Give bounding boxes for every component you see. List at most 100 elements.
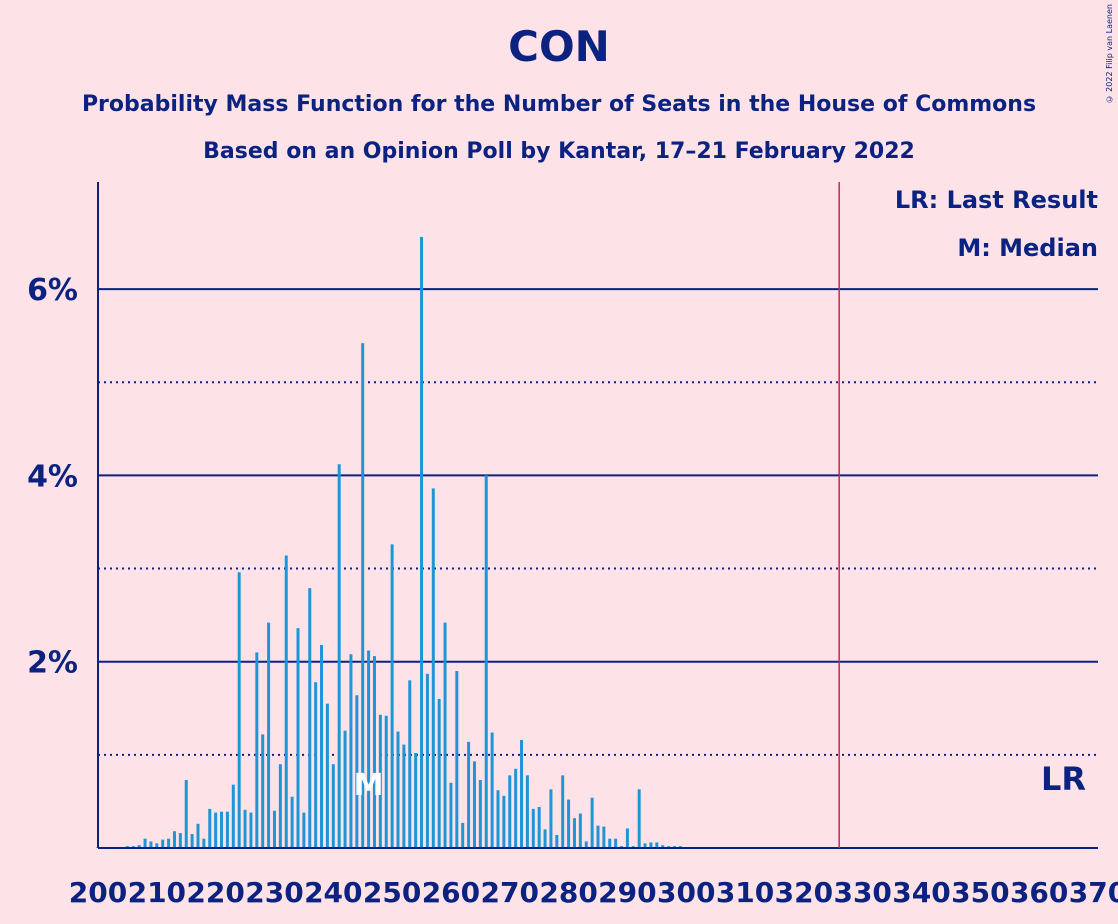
- bar: [590, 797, 594, 848]
- bar: [372, 656, 376, 848]
- x-tick-label: 240: [304, 876, 362, 909]
- bar: [431, 488, 435, 848]
- median-label: M: [354, 768, 384, 803]
- bar: [137, 845, 141, 848]
- bar: [196, 823, 200, 848]
- bar: [561, 775, 565, 848]
- bar: [543, 829, 547, 848]
- x-tick-label: 230: [245, 876, 303, 909]
- x-tick-label: 360: [1010, 876, 1068, 909]
- x-tick-label: 210: [128, 876, 186, 909]
- bar: [602, 826, 606, 848]
- bar: [414, 752, 418, 848]
- bar: [261, 734, 265, 848]
- bar: [625, 828, 629, 848]
- bar: [661, 845, 665, 848]
- bar: [367, 650, 371, 848]
- bar: [278, 764, 282, 848]
- bar: [472, 761, 476, 848]
- bar: [349, 654, 353, 848]
- bar: [637, 789, 641, 848]
- legend-last-result: LR: Last Result: [894, 186, 1098, 214]
- bar: [243, 809, 247, 848]
- last-result-label: LR: [1041, 760, 1086, 798]
- bar: [478, 780, 482, 848]
- bar: [184, 780, 188, 848]
- bar: [172, 831, 176, 848]
- bar: [384, 715, 388, 848]
- bar: [420, 236, 424, 848]
- bar: [484, 475, 488, 848]
- x-tick-label: 340: [892, 876, 950, 909]
- bar: [320, 644, 324, 848]
- bar: [290, 796, 294, 848]
- chart-subtitle-source: Based on an Opinion Poll by Kantar, 17–2…: [203, 139, 915, 164]
- bar: [167, 838, 171, 848]
- bar: [555, 834, 559, 848]
- bar: [225, 811, 229, 848]
- bar: [572, 818, 576, 848]
- bars: [96, 236, 747, 848]
- x-tick-label: 330: [833, 876, 891, 909]
- bar: [467, 741, 471, 848]
- bar: [178, 833, 182, 848]
- bar: [608, 838, 612, 848]
- bar: [220, 811, 224, 848]
- bar: [514, 768, 518, 848]
- bar: [643, 843, 647, 848]
- axes: 2%4%6%200 210 220 230 240 250 260 270 280 290 300 3…: [27, 182, 1118, 909]
- bar: [161, 839, 165, 848]
- bar: [596, 825, 600, 848]
- bar: [331, 764, 335, 848]
- y-tick-label: 2%: [27, 646, 78, 681]
- x-tick-label: 280: [539, 876, 597, 909]
- bar: [378, 714, 382, 848]
- bar: [149, 841, 153, 848]
- bar: [449, 782, 453, 848]
- x-tick-label: 290: [598, 876, 656, 909]
- bar: [296, 628, 300, 848]
- bar: [284, 555, 288, 848]
- bar: [425, 673, 429, 848]
- bar: [443, 622, 447, 848]
- y-tick-label: 4%: [27, 459, 78, 494]
- bar: [143, 838, 147, 848]
- bar: [202, 838, 206, 848]
- chart-title: CON: [508, 22, 610, 71]
- bar: [496, 790, 500, 848]
- bar: [308, 588, 312, 848]
- bar: [490, 732, 494, 848]
- bar: [578, 813, 582, 848]
- x-tick-label: 370: [1069, 876, 1118, 909]
- bar: [531, 808, 535, 848]
- x-tick-label: 260: [422, 876, 480, 909]
- x-tick-label: 350: [951, 876, 1009, 909]
- bar: [402, 744, 406, 848]
- bar: [567, 799, 571, 848]
- bar: [361, 343, 365, 848]
- bar: [525, 775, 529, 848]
- x-tick-label: 310: [716, 876, 774, 909]
- bar: [396, 731, 400, 848]
- bar: [537, 807, 541, 848]
- bar: [584, 841, 588, 848]
- bar: [408, 680, 412, 848]
- x-tick-label: 220: [186, 876, 244, 909]
- chart-subtitle: Probability Mass Function for the Number…: [81, 92, 1037, 117]
- bar: [155, 843, 159, 848]
- x-tick-label: 200: [69, 876, 127, 909]
- bar: [649, 842, 653, 848]
- legend-median: M: Median: [957, 234, 1098, 262]
- bar: [337, 464, 341, 848]
- bar: [214, 812, 218, 848]
- bar: [325, 703, 329, 848]
- bar: [520, 739, 524, 848]
- bar: [437, 698, 441, 848]
- bar: [502, 795, 506, 848]
- bar: [314, 682, 318, 848]
- bar: [508, 775, 512, 848]
- x-tick-label: 300: [657, 876, 715, 909]
- bar: [208, 808, 212, 848]
- bar: [237, 572, 241, 848]
